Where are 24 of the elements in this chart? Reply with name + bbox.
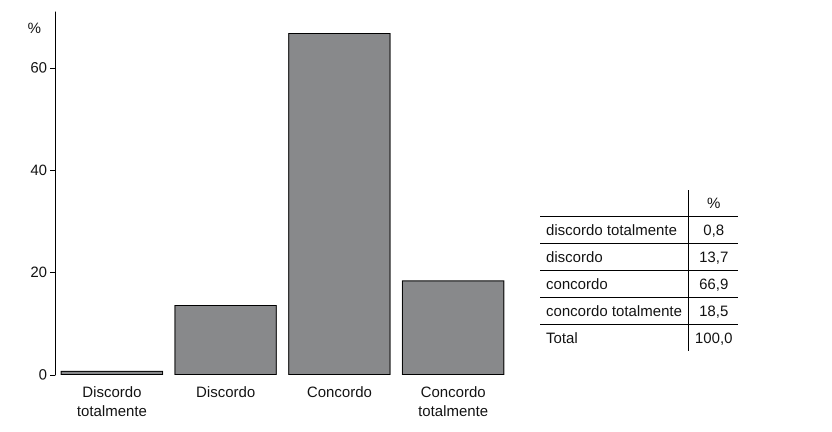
category-label: discordo: [540, 244, 688, 270]
x-tick-label: Concordo totalmente: [418, 384, 488, 420]
text: 100,0: [694, 330, 732, 346]
y-tick-label: 40: [30, 162, 47, 179]
bar: [60, 370, 164, 375]
y-tick-label: 60: [30, 60, 47, 77]
x-tick-label: Concordo: [306, 384, 372, 401]
text: 66,9: [699, 276, 728, 292]
text: 0,8: [703, 222, 724, 238]
x-tick-label: Discordo: [196, 384, 256, 401]
category-label: Total: [540, 324, 688, 351]
text: %: [688, 190, 738, 216]
bar: [288, 32, 391, 375]
text: 18,5: [699, 302, 728, 320]
y-axis-title: %: [28, 20, 41, 37]
text: 13,7: [699, 248, 728, 266]
bar: [402, 280, 504, 375]
category-label: concordo totalmente: [540, 298, 688, 324]
category-label: discordo totalmente: [540, 216, 688, 244]
bar: [174, 304, 277, 375]
y-tick-label: 0: [38, 366, 47, 384]
category-label: concordo: [540, 270, 688, 298]
x-tick-label: Discordo totalmente: [76, 384, 147, 420]
y-tick-label: 20: [30, 264, 47, 282]
